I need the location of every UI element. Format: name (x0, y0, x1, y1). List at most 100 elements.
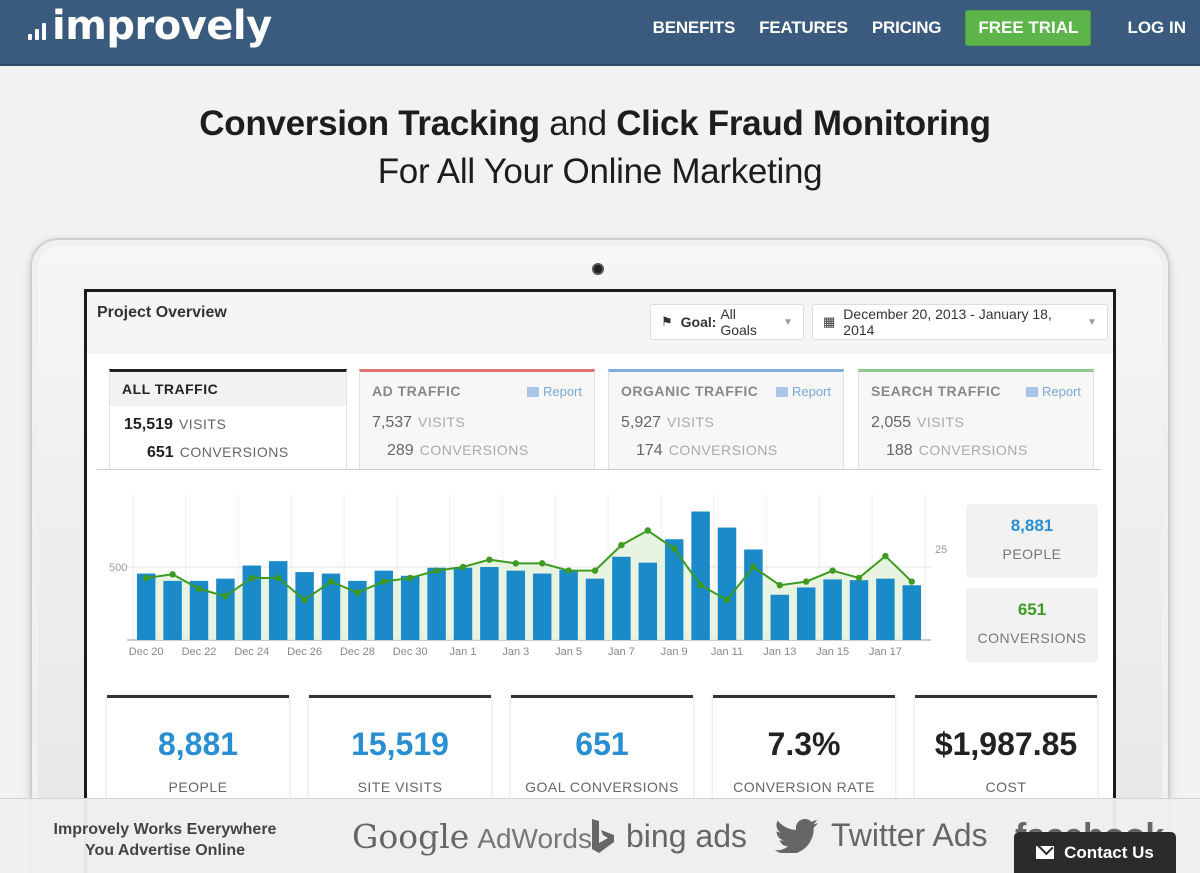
tab-label: AD TRAFFIC (372, 383, 461, 399)
contact-us-button[interactable]: Contact Us (1014, 832, 1176, 873)
traffic-chart: 500 25 Dec 20 Dec 22 Dec 24 Dec 26 Dec 28 Dec 3… (109, 494, 947, 658)
conversions-value: 188 (886, 442, 913, 459)
x-tick-label: Dec 22 (182, 646, 217, 658)
tab-conversions: 651 CONVERSIONS (147, 444, 289, 462)
visits-bar (559, 569, 578, 640)
flag-icon: ⚑ (661, 314, 673, 329)
visits-value: 2,055 (871, 414, 912, 431)
nav-benefits[interactable]: BENEFITS (652, 18, 736, 37)
x-tick-label: Jan 1 (450, 646, 477, 658)
tagline-line-1: Improvely Works Everywhere (53, 821, 277, 838)
tab-ad-traffic[interactable]: AD TRAFFIC Report 7,537 VISITS 289 CONVERS… (359, 369, 595, 469)
tab-visits: 15,519 VISITS (124, 416, 226, 434)
free-trial-button[interactable]: FREE TRIAL (965, 10, 1092, 46)
google-adwords-logo: Google AdWords (352, 817, 592, 856)
chart-icon (775, 387, 788, 397)
hero-title-part2: and (549, 104, 607, 143)
visits-bar (400, 575, 420, 640)
bing-ads-text: bing ads (626, 817, 747, 854)
envelope-icon (1036, 846, 1055, 859)
visits-bar (744, 549, 763, 640)
report-label: Report (542, 384, 582, 399)
conversion-point (908, 578, 915, 585)
hero-title: Conversion Tracking and Click Fraud Moni… (0, 104, 1190, 144)
conversion-point (143, 574, 150, 582)
visits-label: VISITS (917, 414, 965, 430)
brand-logo[interactable]: improvely (28, 4, 272, 48)
conversion-point (407, 574, 414, 582)
visits-bar (268, 561, 288, 640)
contact-us-label: Contact Us (1064, 842, 1154, 862)
conversions-summary: 651 CONVERSIONS (966, 588, 1098, 662)
conversion-point (776, 582, 783, 589)
stat-value: $1,987.85 (934, 726, 1078, 762)
visits-bar (295, 572, 314, 640)
conversion-point (275, 574, 282, 582)
chevron-down-icon: ▼ (1087, 316, 1097, 328)
visits-label: VISITS (667, 414, 715, 430)
visits-value: 5,927 (621, 414, 662, 431)
visits-bar (612, 556, 631, 640)
logo-bars-icon (28, 22, 46, 48)
conversion-point (248, 574, 255, 582)
visits-bar (796, 587, 816, 640)
nav-features[interactable]: FEATURES (759, 18, 848, 37)
hero-title-part1: Conversion Tracking (199, 104, 540, 143)
visits-bar (532, 573, 552, 640)
report-label: Report (791, 384, 831, 399)
conversion-point (486, 556, 493, 563)
nav-login[interactable]: LOG IN (1127, 18, 1186, 37)
tab-visits: 5,927 VISITS (621, 414, 714, 432)
conversion-point (697, 582, 704, 589)
visits-bar (717, 527, 737, 640)
tab-conversions: 289 CONVERSIONS (387, 442, 529, 460)
chart-icon (526, 387, 539, 397)
tab-organic-traffic[interactable]: ORGANIC TRAFFIC Report 5,927 VISITS 174 CO… (608, 369, 844, 469)
adwords-text: AdWords (477, 823, 592, 854)
dashboard-screen: Project Overview ⚑ Goal: All Goals ▼ ▦ D… (84, 289, 1116, 873)
tab-search-traffic[interactable]: SEARCH TRAFFIC Report 2,055 VISITS 188 CON… (858, 369, 1094, 469)
visits-bar (348, 580, 367, 640)
visits-bar (242, 565, 262, 640)
conversion-point (803, 578, 810, 585)
conversion-point (169, 571, 176, 578)
goal-selector[interactable]: ⚑ Goal: All Goals ▼ (650, 304, 804, 340)
stat-label: CONVERSION RATE (733, 779, 875, 795)
top-nav-bar: improvely BENEFITS FEATURES PRICING FREE… (0, 0, 1200, 66)
twitter-ads-logo: Twitter Ads (775, 817, 988, 854)
visits-bar (506, 570, 526, 640)
visits-bar (189, 580, 209, 640)
report-link[interactable]: Report (526, 384, 582, 399)
stat-label: COST (985, 779, 1027, 795)
conversion-point (222, 593, 229, 600)
visits-label: VISITS (418, 414, 466, 430)
tab-conversions: 174 CONVERSIONS (636, 442, 778, 460)
x-tick-label: Jan 5 (555, 646, 582, 658)
visits-bar (664, 539, 684, 640)
visits-bar (691, 511, 710, 640)
date-range-selector[interactable]: ▦ December 20, 2013 - January 18, 2014 ▼ (812, 304, 1108, 340)
tab-all-traffic[interactable]: ALL TRAFFIC 15,519 VISITS 651 CONVERSIONS (109, 369, 347, 469)
conversion-point (433, 567, 440, 574)
google-text: Google (352, 817, 470, 856)
partner-tagline: Improvely Works Everywhere You Advertise… (40, 819, 290, 861)
nav-pricing[interactable]: PRICING (871, 18, 942, 37)
goal-value: All Goals (720, 306, 757, 338)
x-tick-label: Dec 30 (393, 646, 428, 658)
conversion-point (512, 560, 519, 567)
x-tick-label: Jan 7 (608, 646, 635, 658)
visits-bar (585, 578, 605, 640)
report-link[interactable]: Report (1025, 384, 1081, 399)
people-label: PEOPLE (1002, 546, 1062, 562)
conversions-value: 289 (387, 442, 414, 459)
camera-icon (592, 263, 604, 275)
report-link[interactable]: Report (775, 384, 831, 399)
conversion-point (380, 578, 387, 585)
twitter-bird-icon (775, 818, 818, 853)
conversions-label: CONVERSIONS (668, 442, 778, 458)
conversion-point (618, 541, 625, 549)
twitter-ads-text: Twitter Ads (831, 817, 988, 853)
dashboard-header: Project Overview ⚑ Goal: All Goals ▼ ▦ D… (87, 292, 1113, 354)
calendar-icon: ▦ (823, 314, 836, 329)
x-tick-label: Jan 3 (502, 646, 529, 658)
